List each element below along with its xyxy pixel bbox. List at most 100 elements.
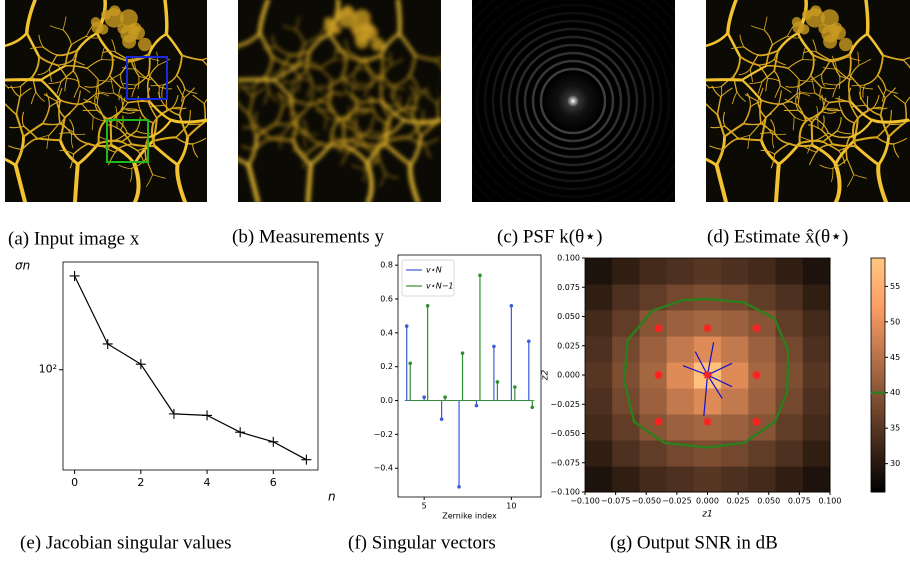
heat-cell — [666, 310, 695, 337]
colorbar-step — [871, 281, 885, 286]
vessel — [251, 86, 255, 100]
vessel — [810, 121, 814, 147]
vessel — [254, 137, 271, 150]
vessel — [208, 104, 215, 116]
colorbar-step — [871, 375, 885, 380]
vessel — [329, 109, 345, 124]
colorbar-step — [871, 289, 885, 294]
vessel — [0, 43, 4, 47]
heat-cell — [584, 283, 613, 311]
vessel — [59, 99, 83, 105]
vessel — [800, 136, 814, 142]
vessel — [175, 136, 194, 145]
blob — [364, 25, 378, 40]
vessel — [137, 96, 141, 111]
heat-cell — [666, 336, 695, 363]
colorbar-step — [871, 351, 885, 356]
y-tick-label: 0.050 — [557, 312, 580, 321]
vessel — [5, 102, 18, 116]
vessel — [95, 31, 114, 57]
x-tick-label: 0.050 — [757, 497, 780, 506]
colorbar-step — [871, 258, 885, 263]
x-tick-label: 0.025 — [727, 497, 750, 506]
colorbar-step — [871, 297, 885, 302]
psf-rings — [483, 11, 663, 191]
colorbar-step — [871, 300, 885, 306]
vessel — [45, 92, 50, 108]
y-axis-label: σn — [15, 259, 30, 273]
vessel — [380, 53, 384, 76]
vessel — [289, 81, 295, 94]
vessel — [802, 59, 817, 61]
vessel — [35, 91, 45, 102]
vessel — [810, 73, 823, 81]
heat-cell — [584, 466, 613, 493]
heat-cell — [802, 466, 831, 493]
vessel — [759, 138, 781, 166]
vessel — [70, 35, 87, 46]
vessel — [408, 162, 420, 202]
vessel — [305, 70, 313, 87]
vessel — [292, 121, 306, 136]
marker — [202, 410, 213, 421]
vessel — [802, 145, 817, 153]
stem-head — [404, 324, 409, 328]
x-axis-label: n — [328, 490, 336, 504]
vessel — [409, 135, 423, 167]
vessel — [425, 94, 438, 105]
vessel — [816, 119, 829, 134]
vessel — [329, 90, 333, 106]
vessel — [9, 125, 25, 129]
psf-ring — [491, 19, 655, 183]
heat-cell — [775, 336, 804, 363]
vessel — [719, 86, 723, 100]
heat-cell — [802, 336, 831, 363]
vessel — [281, 81, 295, 84]
vessel — [765, 44, 774, 67]
vessel — [359, 132, 383, 139]
vessel — [305, 59, 318, 66]
vessel — [736, 91, 746, 102]
vessel — [334, 46, 339, 60]
vessel — [363, 61, 373, 77]
vessel — [268, 91, 278, 102]
vessel — [796, 31, 815, 57]
vessel — [836, 116, 842, 132]
y-tick-label: −0.050 — [550, 429, 580, 438]
vessel — [295, 29, 305, 46]
marker — [268, 436, 279, 447]
vessel — [417, 88, 431, 94]
vessel — [184, 88, 198, 94]
vessel — [409, 85, 418, 99]
colorbar-step — [871, 425, 885, 431]
colorbar-step — [871, 414, 885, 419]
colorbar-step — [871, 437, 885, 442]
vessel — [877, 135, 891, 167]
vessel — [341, 54, 347, 77]
vessel — [157, 58, 171, 66]
blob — [810, 5, 822, 17]
vessel — [747, 135, 751, 149]
vessel — [120, 59, 130, 75]
vessel — [81, 103, 94, 118]
vessel — [822, 141, 840, 152]
vessel — [815, 51, 831, 61]
vessel — [773, 142, 791, 155]
vessel — [757, 87, 764, 102]
vessel — [857, 51, 860, 66]
vessel — [108, 74, 122, 89]
vessel — [812, 54, 834, 63]
star-marker — [703, 324, 712, 333]
vessel — [848, 118, 874, 139]
contour — [622, 297, 790, 449]
vessel — [128, 53, 150, 61]
x-axis-label: z1 — [701, 510, 712, 520]
vessel — [238, 31, 262, 48]
vessel — [870, 118, 910, 124]
heat-cell — [666, 413, 695, 441]
y-axis-label: z2 — [541, 370, 551, 382]
vessel — [130, 167, 133, 182]
vessel — [62, 29, 72, 46]
vessel — [69, 153, 75, 169]
vessel — [355, 108, 371, 110]
